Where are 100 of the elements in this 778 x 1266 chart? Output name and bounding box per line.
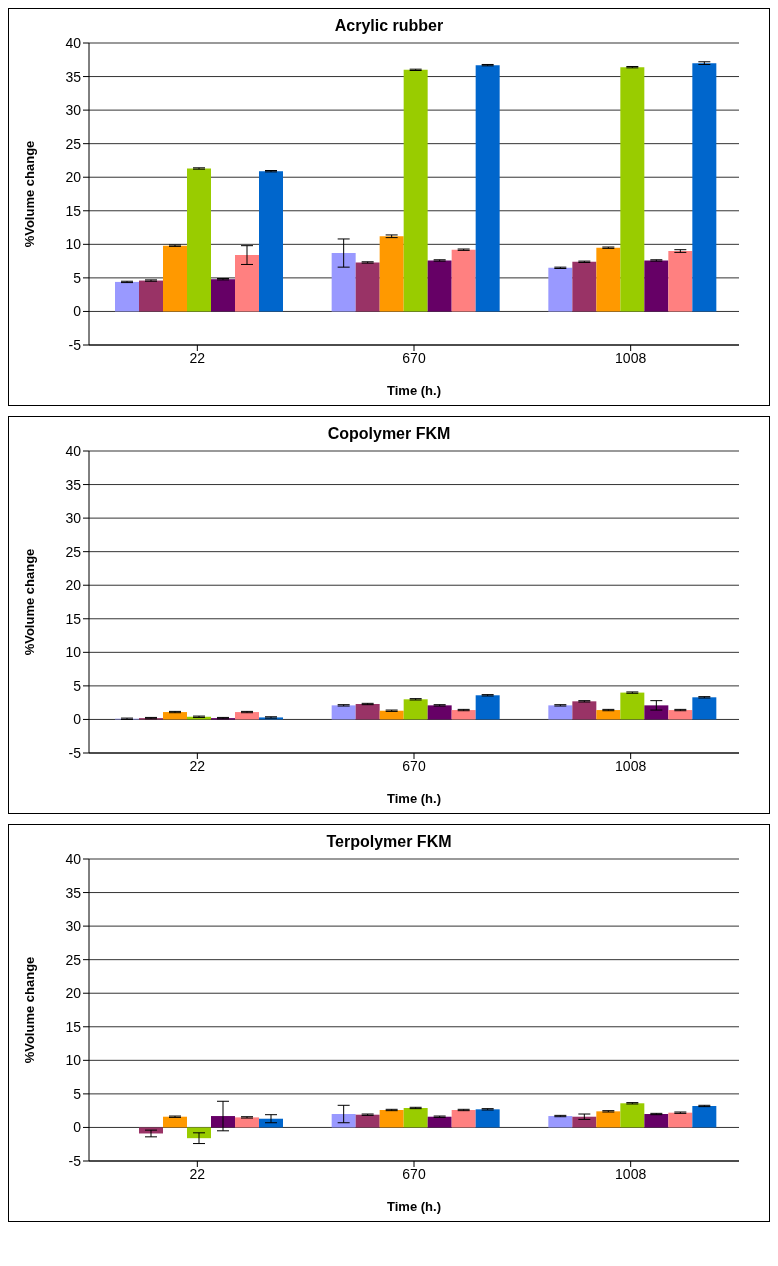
bar bbox=[572, 701, 597, 720]
bar bbox=[644, 260, 669, 312]
bar bbox=[692, 1105, 717, 1128]
x-axis-title: Time (h.) bbox=[387, 1199, 441, 1214]
y-tick-label: 40 bbox=[65, 34, 82, 51]
y-tick-label: 10 bbox=[65, 236, 82, 253]
y-tick-label: 5 bbox=[73, 1085, 82, 1102]
y-tick-label: 30 bbox=[65, 510, 82, 527]
x-tick-label: 22 bbox=[189, 757, 206, 774]
y-tick-label: 15 bbox=[65, 610, 82, 627]
bar bbox=[163, 1116, 187, 1128]
bar bbox=[163, 712, 187, 720]
y-tick-label: 20 bbox=[65, 985, 82, 1002]
y-axis-title: %Volume change bbox=[21, 140, 37, 248]
bar bbox=[235, 1117, 259, 1128]
bar bbox=[235, 712, 259, 720]
bar bbox=[163, 245, 187, 312]
y-tick-label: 25 bbox=[65, 543, 82, 560]
bar bbox=[211, 279, 235, 312]
y-tick-label: 20 bbox=[65, 169, 82, 186]
y-tick-label: 30 bbox=[65, 918, 82, 935]
bar bbox=[475, 65, 500, 312]
y-tick-label: 0 bbox=[73, 1119, 82, 1136]
bar bbox=[596, 247, 621, 312]
x-tick-label: 670 bbox=[402, 349, 426, 366]
y-tick-label: 10 bbox=[65, 644, 82, 661]
bar bbox=[548, 267, 573, 312]
x-tick-label: 1008 bbox=[615, 757, 647, 774]
bar bbox=[548, 705, 573, 720]
y-tick-label: 35 bbox=[65, 884, 82, 901]
bar bbox=[331, 253, 356, 312]
y-tick-label: -5 bbox=[68, 1152, 82, 1169]
bar bbox=[427, 1116, 452, 1128]
bar bbox=[596, 710, 621, 720]
bar bbox=[403, 1107, 428, 1128]
bar bbox=[596, 1111, 621, 1128]
bar bbox=[139, 280, 163, 312]
chart-title: Copolymer FKM bbox=[326, 424, 452, 443]
bar bbox=[475, 1109, 500, 1128]
bar bbox=[187, 1127, 211, 1139]
bar bbox=[259, 171, 283, 312]
x-axis-title: Time (h.) bbox=[387, 791, 441, 806]
y-tick-label: 5 bbox=[73, 269, 82, 286]
bar bbox=[355, 704, 380, 720]
bar bbox=[451, 710, 476, 720]
chart-title: Terpolymer FKM bbox=[325, 832, 453, 851]
bar bbox=[235, 255, 259, 312]
y-tick-label: 5 bbox=[73, 677, 82, 694]
y-tick-label: 0 bbox=[73, 711, 82, 728]
bar bbox=[451, 1110, 476, 1128]
chart-title: Acrylic rubber bbox=[333, 16, 445, 35]
y-tick-label: 40 bbox=[65, 850, 82, 867]
bar bbox=[572, 261, 597, 312]
y-tick-label: 40 bbox=[65, 442, 82, 459]
y-tick-label: 0 bbox=[73, 303, 82, 320]
y-tick-label: 20 bbox=[65, 577, 82, 594]
x-tick-label: 22 bbox=[189, 349, 206, 366]
y-tick-label: 25 bbox=[65, 951, 82, 968]
bar bbox=[692, 697, 717, 720]
x-tick-label: 670 bbox=[402, 757, 426, 774]
y-tick-label: 15 bbox=[65, 1018, 82, 1035]
bar bbox=[403, 699, 428, 720]
bar bbox=[379, 236, 404, 312]
y-tick-label: 15 bbox=[65, 202, 82, 219]
y-tick-label: 30 bbox=[65, 102, 82, 119]
bar bbox=[403, 69, 428, 312]
y-tick-label: 25 bbox=[65, 135, 82, 152]
y-tick-label: -5 bbox=[68, 336, 82, 353]
bar bbox=[644, 705, 669, 720]
bar bbox=[548, 1116, 573, 1128]
x-tick-label: 1008 bbox=[615, 1165, 647, 1182]
x-axis-title: Time (h.) bbox=[387, 383, 441, 398]
bar bbox=[692, 63, 717, 312]
bar bbox=[668, 251, 693, 312]
y-tick-label: 35 bbox=[65, 476, 82, 493]
x-tick-label: 1008 bbox=[615, 349, 647, 366]
bar bbox=[187, 168, 211, 312]
bar bbox=[668, 710, 693, 720]
bar bbox=[620, 67, 645, 312]
bar bbox=[475, 695, 500, 720]
bar bbox=[379, 1110, 404, 1128]
x-tick-label: 22 bbox=[189, 1165, 206, 1182]
bar bbox=[644, 1114, 669, 1128]
y-axis-title: %Volume change bbox=[21, 956, 37, 1064]
bar bbox=[115, 281, 139, 312]
bar bbox=[620, 1103, 645, 1128]
x-tick-label: 670 bbox=[402, 1165, 426, 1182]
bar bbox=[331, 1114, 356, 1128]
bar bbox=[620, 692, 645, 720]
bar bbox=[355, 262, 380, 312]
bar bbox=[572, 1116, 597, 1128]
bar bbox=[379, 710, 404, 720]
bar bbox=[451, 249, 476, 312]
bar bbox=[427, 705, 452, 720]
bar bbox=[355, 1114, 380, 1128]
y-tick-label: 10 bbox=[65, 1052, 82, 1069]
y-tick-label: -5 bbox=[68, 744, 82, 761]
bar bbox=[668, 1112, 693, 1128]
bar bbox=[331, 705, 356, 720]
y-axis-title: %Volume change bbox=[21, 548, 37, 656]
